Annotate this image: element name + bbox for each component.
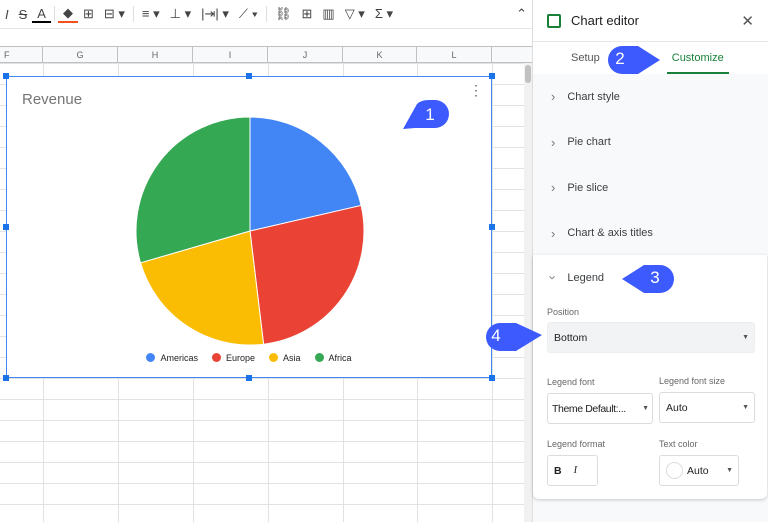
close-icon[interactable]: ✕: [741, 12, 754, 30]
section-titles[interactable]: › Chart & axis titles: [533, 211, 768, 257]
formula-bar[interactable]: [0, 28, 532, 46]
section-label: Legend: [567, 271, 605, 284]
text-color-icon[interactable]: A: [32, 6, 51, 23]
dropdown-value: Theme Default:...: [552, 402, 626, 415]
legend-swatch: [269, 353, 278, 362]
legend-item[interactable]: Americas: [146, 353, 198, 363]
legend-item[interactable]: Europe: [211, 353, 255, 363]
caret-down-icon: ▼: [742, 404, 749, 411]
legend-font-dropdown[interactable]: Theme Default:... ▼: [547, 393, 653, 424]
callout-1: 1: [403, 100, 449, 130]
caret-down-icon: ▼: [642, 405, 649, 412]
position-dropdown[interactable]: Bottom ▼: [547, 322, 755, 353]
legend-swatch: [211, 353, 221, 362]
fill-color-icon[interactable]: ◆: [57, 5, 78, 23]
section-label: Pie chart: [567, 136, 611, 149]
wrap-icon[interactable]: |⇥| ▾: [201, 6, 229, 21]
section-pie-chart[interactable]: › Pie chart: [533, 120, 768, 166]
legend-font-size-label: Legend font size: [659, 376, 726, 386]
dropdown-value: Auto: [687, 464, 709, 477]
dropdown-value: Bottom: [554, 331, 588, 344]
legend-format-label: Legend format: [547, 439, 606, 449]
legend: Americas Europe Asia Africa: [7, 353, 491, 363]
chart-icon: [547, 13, 561, 28]
chevron-right-icon: ›: [551, 134, 556, 150]
chevron-down-icon: ›: [545, 275, 561, 280]
panel-title: Chart editor: [571, 13, 639, 28]
col-header[interactable]: J: [268, 47, 343, 62]
align-icon[interactable]: ≡ ▾: [141, 6, 160, 21]
pie-slice-americas[interactable]: [249, 116, 362, 232]
merge-icon[interactable]: ⊟ ▾: [103, 6, 125, 21]
section-label: Pie slice: [567, 181, 609, 194]
chevron-right-icon: ›: [551, 225, 556, 241]
chart-editor-panel: Chart editor ✕ Setup Customize › Chart st…: [532, 0, 768, 522]
text-color-label: Text color: [659, 439, 698, 449]
text-color-dropdown[interactable]: Auto ▼: [659, 455, 739, 486]
color-swatch: [666, 462, 683, 479]
chart-icon[interactable]: ▥: [322, 6, 335, 21]
rotate-icon[interactable]: ⟋ ▾: [238, 6, 258, 21]
borders-icon[interactable]: ⊞: [82, 6, 94, 21]
pie-slice-europe[interactable]: [249, 204, 365, 345]
dropdown-value: Auto: [666, 401, 688, 414]
col-header[interactable]: I: [193, 47, 268, 62]
col-header[interactable]: K: [343, 47, 417, 62]
callout-4: 4: [486, 321, 542, 351]
legend-label: Americas: [160, 353, 198, 363]
position-label: Position: [547, 307, 580, 317]
valign-icon[interactable]: ⊥ ▾: [169, 6, 192, 21]
section-chart-style[interactable]: › Chart style: [533, 74, 768, 120]
col-header[interactable]: L: [417, 47, 492, 62]
callout-3: 3: [622, 263, 674, 293]
legend-swatch: [314, 353, 324, 362]
scrollbar[interactable]: [524, 63, 532, 522]
caret-down-icon: ▼: [726, 467, 733, 474]
collapse-icon[interactable]: ⌃: [516, 6, 527, 21]
chevron-right-icon: ›: [551, 89, 556, 105]
legend-item[interactable]: Asia: [269, 353, 301, 363]
functions-icon[interactable]: Σ ▾: [374, 6, 394, 21]
comment-icon[interactable]: ⊞: [301, 6, 313, 21]
legend-font-size-dropdown[interactable]: Auto ▼: [659, 392, 755, 423]
section-label: Chart & axis titles: [567, 227, 653, 240]
strikethrough-icon[interactable]: S: [18, 6, 28, 22]
link-icon[interactable]: ⛓: [274, 6, 292, 21]
legend-section: › Legend Position Bottom ▼ Legend font The…: [533, 255, 767, 499]
section-label: Chart style: [567, 90, 620, 103]
legend-swatch: [146, 353, 156, 362]
chart-title: Revenue: [22, 91, 83, 108]
col-header[interactable]: F: [0, 47, 43, 62]
caret-down-icon: ▼: [742, 334, 749, 341]
legend-label: Asia: [283, 353, 301, 363]
pie-slice-africa[interactable]: [135, 116, 251, 264]
tab-setup[interactable]: Setup: [571, 52, 600, 64]
column-headers: F G H I J K L: [0, 46, 532, 63]
italic-icon[interactable]: I: [5, 6, 9, 22]
more-options-icon[interactable]: ⋮: [469, 82, 483, 98]
legend-label: Europe: [225, 353, 255, 363]
toolbar: I S A ◆ ⊞ ⊟ ▾ ≡ ▾ ⊥ ▾ |⇥| ▾ ⟋ ▾ ⛓ ⊞ ▥ ▽ …: [0, 0, 532, 28]
legend-item[interactable]: Africa: [314, 353, 352, 363]
pie-svg: [135, 116, 365, 346]
callout-2: 2: [608, 44, 660, 74]
legend-font-label: Legend font: [547, 377, 595, 387]
col-header[interactable]: G: [43, 47, 118, 62]
pie-slice-asia[interactable]: [139, 230, 265, 346]
chevron-right-icon: ›: [551, 180, 556, 196]
bold-button[interactable]: B: [554, 464, 562, 477]
filter-icon[interactable]: ▽ ▾: [344, 6, 365, 21]
legend-label: Africa: [328, 353, 352, 363]
section-pie-slice[interactable]: › Pie slice: [533, 165, 768, 211]
italic-button[interactable]: I: [573, 465, 578, 476]
tab-customize[interactable]: Customize: [666, 42, 729, 74]
col-header[interactable]: H: [118, 47, 193, 62]
